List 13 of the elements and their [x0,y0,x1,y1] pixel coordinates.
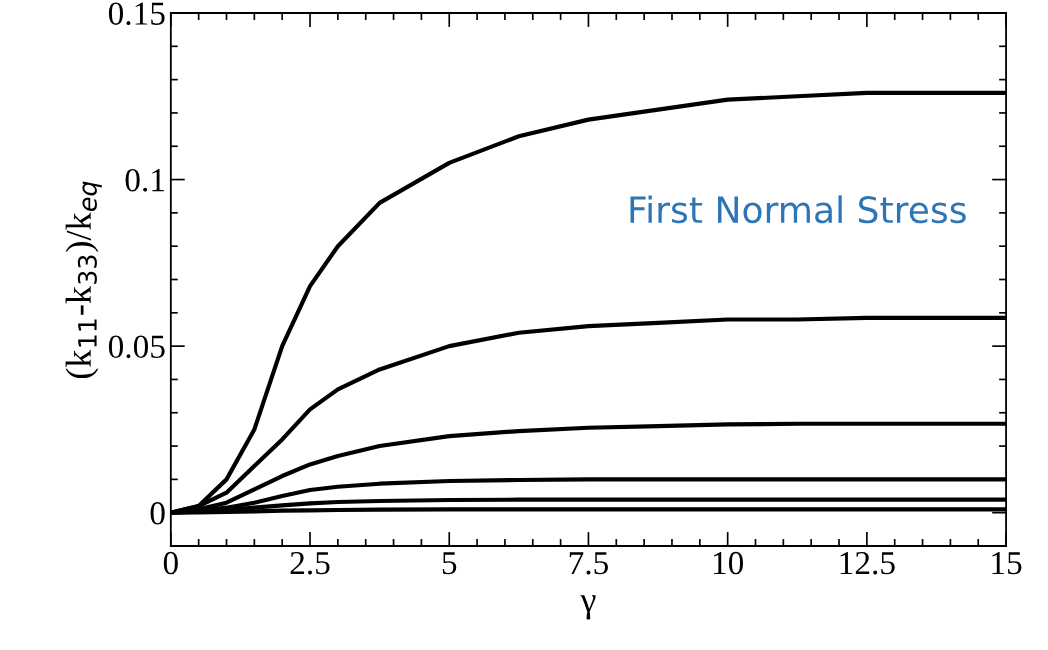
x-tick-label: 7.5 [569,552,608,575]
y-tick-label: 0 [150,502,165,525]
x-tick-label: 5 [442,552,457,575]
x-tick-label: 10 [713,551,744,575]
x-tick-label: 2.5 [290,551,330,575]
x-tick-label: 15 [992,551,1022,575]
y-tick-label: 0.1 [125,168,164,192]
annotation: First Normal Stress [630,195,966,224]
y-axis-title: (k$_{11}$-k$_{33}$)/k$_{eq}$ [65,181,102,379]
x-tick-label: 12.5 [840,551,895,575]
y-tick-label: 0.05 [108,335,165,359]
x-axis-title: γ [580,595,596,620]
y-tick-label: 0.15 [108,2,165,26]
